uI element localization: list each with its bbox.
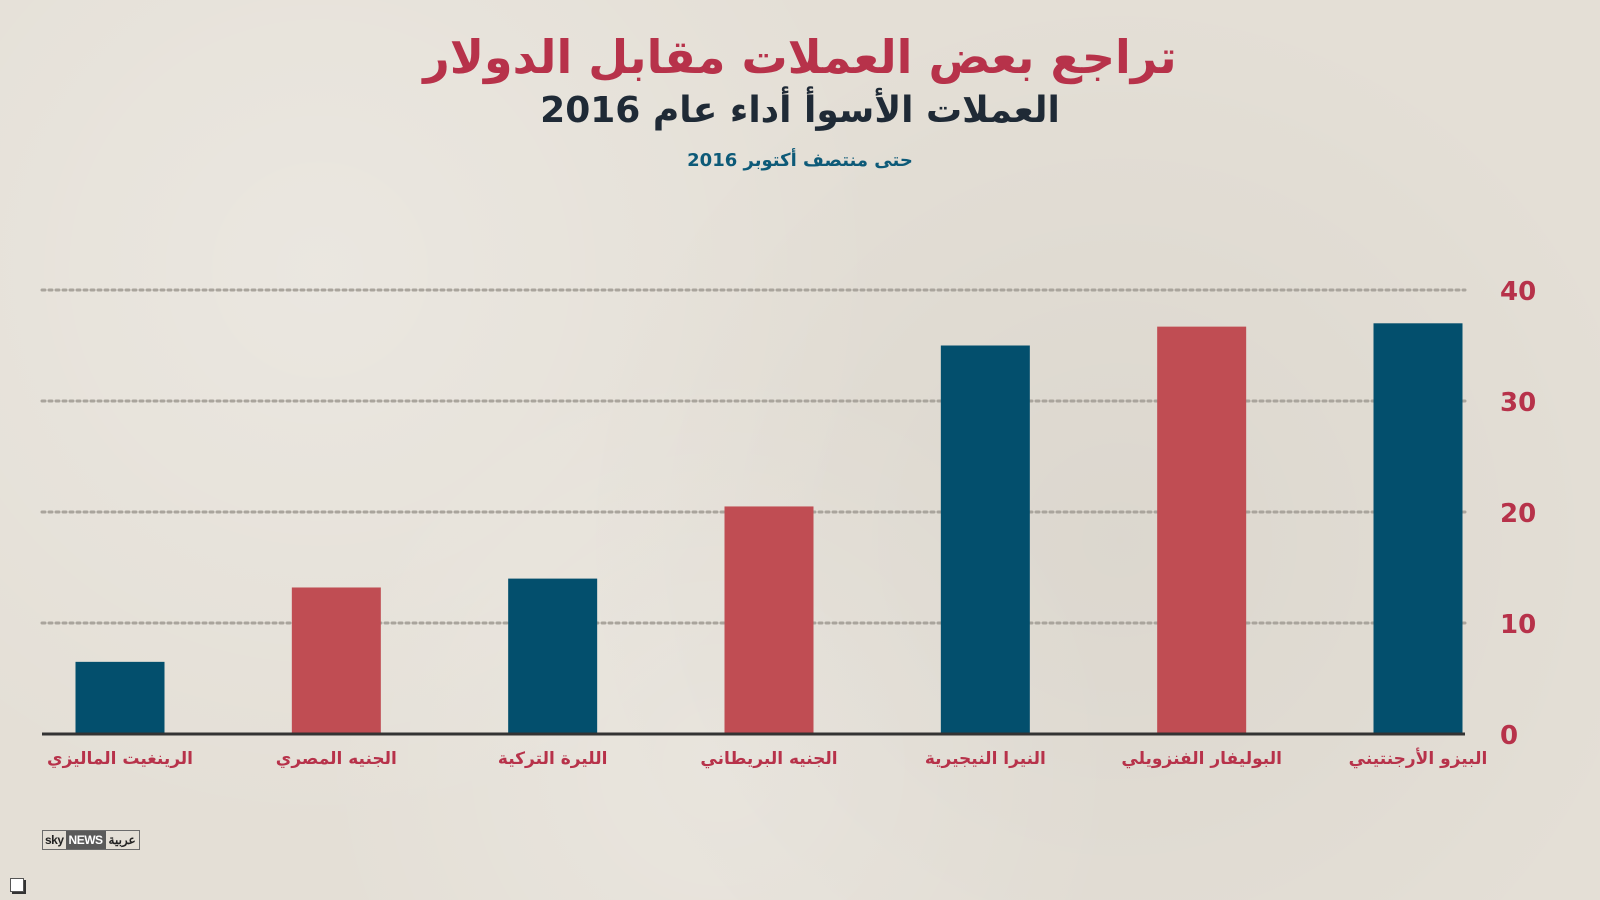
bar (940, 345, 1030, 734)
logo-arabic-text: عربية (105, 831, 139, 849)
logo-news-text: NEWS (65, 831, 106, 849)
y-tick-label: 20 (1500, 499, 1536, 529)
x-category-label: الجنيه البريطاني (700, 749, 837, 769)
bar (75, 661, 165, 734)
sky-news-arabia-logo: sky NEWS عربية (42, 830, 140, 850)
y-tick-label: 10 (1500, 610, 1536, 640)
y-tick-label: 0 (1500, 721, 1518, 751)
x-category-label: البوليفار الفنزويلي (1121, 749, 1282, 769)
date-note: حتى منتصف أكتوبر 2016 (687, 150, 913, 171)
x-category-label: البيزو الأرجنتيني (1349, 748, 1488, 769)
bar (291, 587, 381, 734)
logo-sky-text: sky (43, 831, 66, 849)
chart-title: تراجع بعض العملات مقابل الدولار (423, 30, 1177, 84)
x-category-label: الرينغيت الماليزي (47, 749, 193, 769)
corner-square-icon (10, 878, 24, 892)
bar (508, 578, 598, 734)
y-tick-label: 40 (1500, 277, 1536, 307)
x-category-label: الجنيه المصري (276, 749, 397, 769)
x-category-label: النيرا النيجيرية (925, 749, 1046, 769)
chart-subtitle: العملات الأسوأ أداء عام 2016 (540, 90, 1060, 131)
bar (1157, 326, 1247, 734)
bar (1373, 323, 1463, 734)
bar (724, 506, 814, 734)
y-tick-label: 30 (1500, 388, 1536, 418)
x-category-label: الليرة التركية (498, 749, 607, 769)
